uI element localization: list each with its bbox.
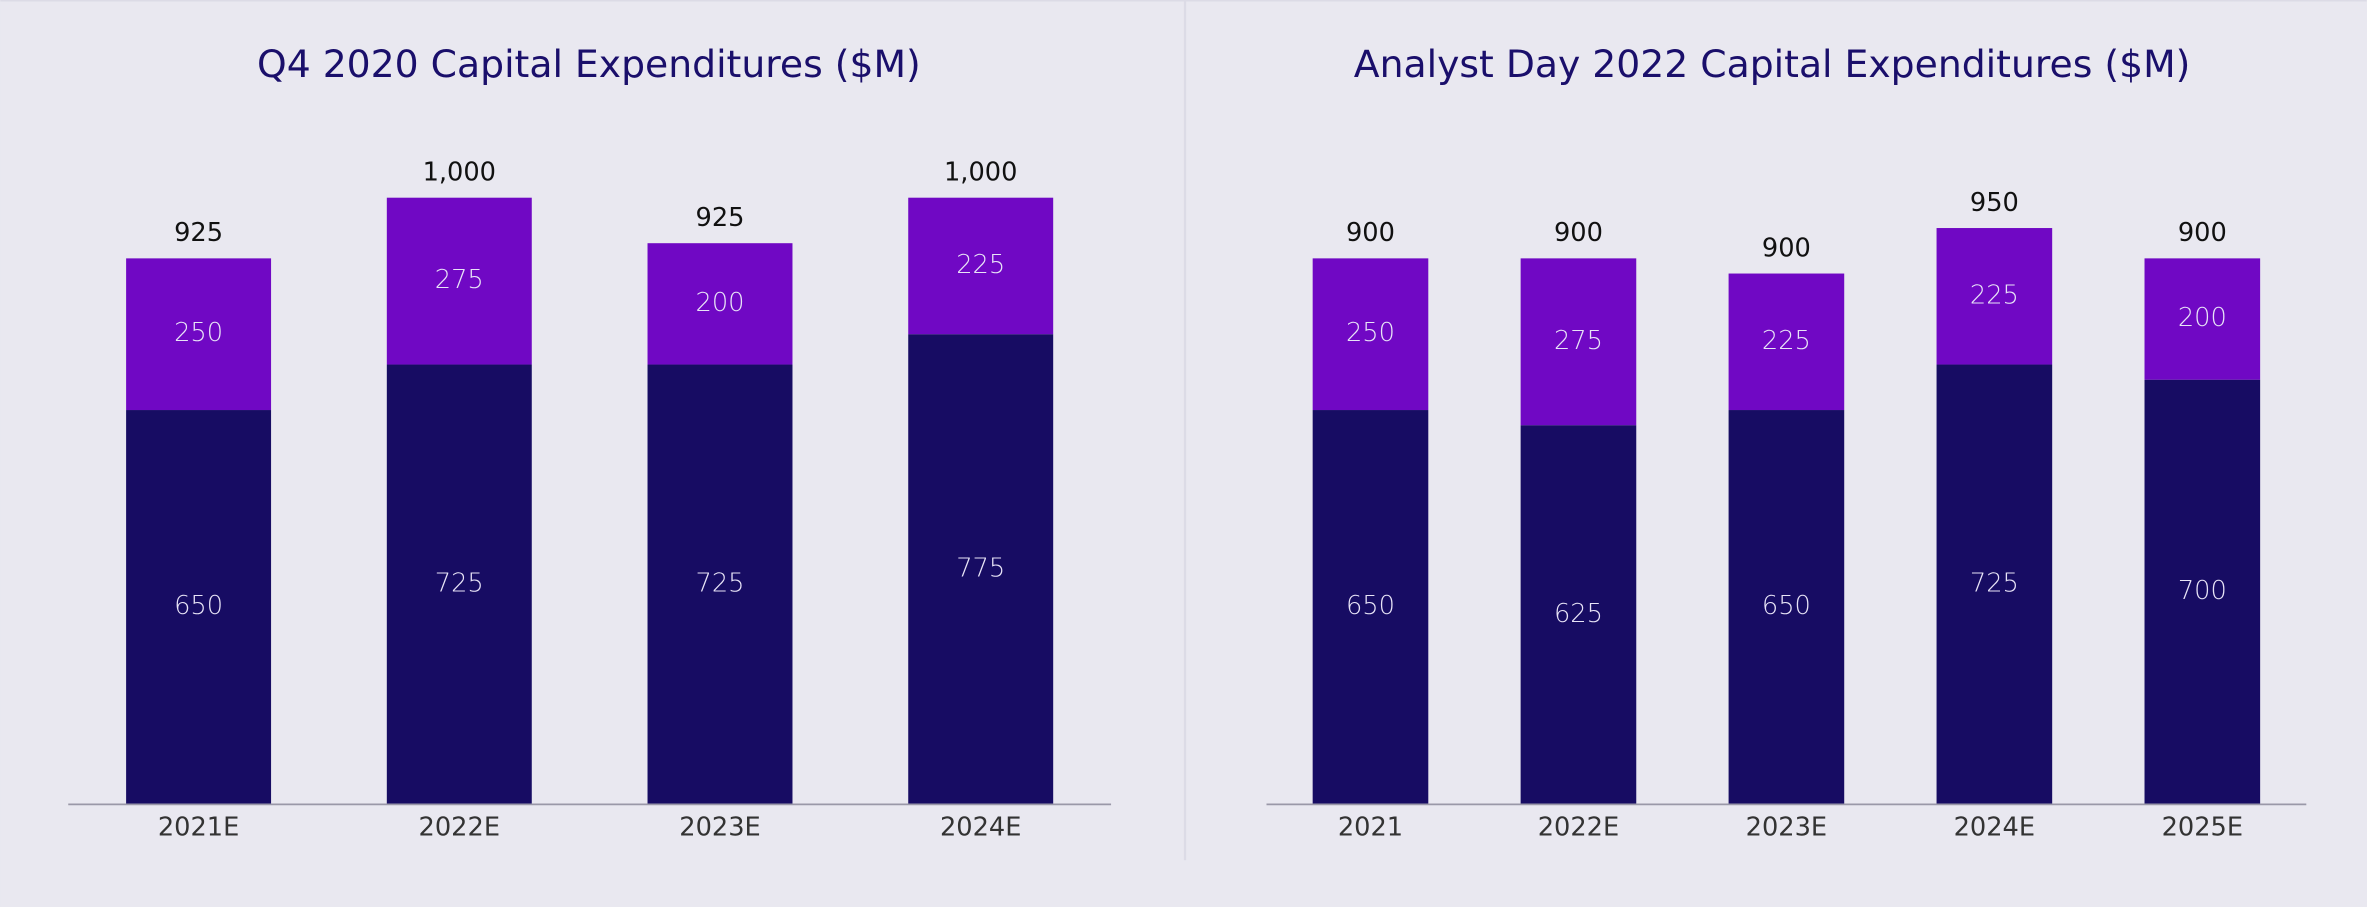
segment-label: 725 [696,568,745,598]
chart-title: Analyst Day 2022 Capital Expenditures ($… [1354,42,2191,86]
x-tick-label: 2021E [158,813,239,843]
bar-segment [647,364,793,805]
total-label: 1,000 [423,158,496,188]
bar-segment [1312,410,1429,805]
x-tick-label: 2022E [419,813,500,843]
segment-label: 225 [1762,326,1811,356]
segment-label: 200 [696,288,745,318]
x-tick-label: 2024E [1954,813,2035,843]
segment-label: 725 [1970,568,2019,598]
bar-segment [908,197,1054,335]
bar-segment [1312,258,1429,411]
bar-segment [647,243,793,365]
bar-segment [2144,379,2261,805]
x-tick-label: 2024E [940,813,1021,843]
segment-label: 275 [1554,326,1603,356]
bar-segment [386,364,532,805]
total-label: 925 [696,203,745,233]
total-label: 900 [1346,218,1395,248]
segment-label: 650 [1346,591,1395,621]
bar-segment [126,410,272,805]
segment-label: 200 [2178,303,2227,333]
segment-label: 225 [1970,280,2019,310]
bar-segment [908,334,1054,805]
total-label: 950 [1970,188,2019,218]
total-label: 900 [1762,233,1811,263]
bar-segment [1936,228,2053,365]
segment-label: 225 [956,250,1005,280]
bar-segment [1728,410,1845,805]
chart-title: Q4 2020 Capital Expenditures ($M) [257,42,921,86]
x-tick-label: 2023E [679,813,760,843]
segment-label: 650 [1762,591,1811,621]
segment-label: 775 [956,553,1005,583]
segment-label: 250 [174,318,223,348]
total-label: 900 [1554,218,1603,248]
bar-segment [126,258,272,411]
bar-segment [1936,364,2053,805]
bar-segment [2144,258,2261,380]
x-tick-label: 2021 [1338,813,1403,843]
segment-label: 625 [1554,599,1603,629]
total-label: 1,000 [944,158,1017,188]
segment-label: 700 [2178,576,2227,606]
segment-label: 650 [174,591,223,621]
bar-segment [1728,273,1845,411]
total-label: 900 [2178,218,2227,248]
x-tick-label: 2025E [2162,813,2243,843]
bar-segment [1520,258,1637,426]
bar-segment [1520,425,1637,805]
segment-label: 275 [435,265,484,295]
segment-label: 250 [1346,318,1395,348]
x-tick-label: 2022E [1538,813,1619,843]
total-label: 925 [174,218,223,248]
x-tick-label: 2023E [1746,813,1827,843]
segment-label: 725 [435,568,484,598]
bar-segment [386,197,532,365]
